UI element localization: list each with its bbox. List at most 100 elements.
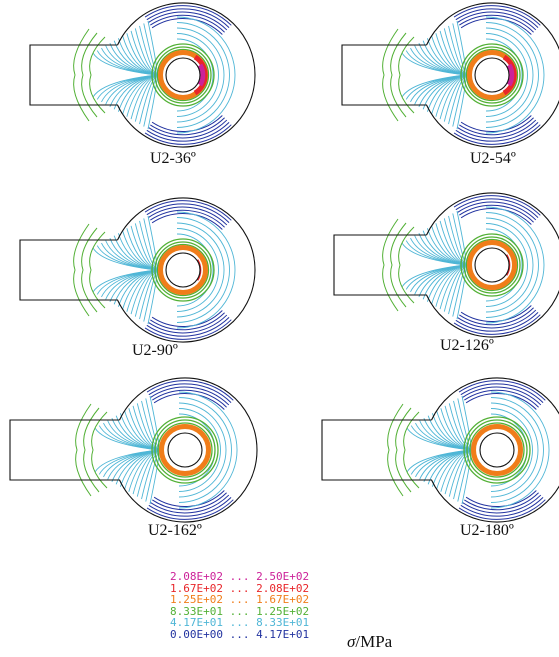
pin-hole <box>167 432 203 468</box>
contour-line-low <box>460 115 532 132</box>
contour-line-light <box>401 52 467 98</box>
contour-line-low <box>465 490 537 507</box>
contour-band-high <box>467 240 517 290</box>
legend-sep: ... <box>229 593 250 607</box>
contour-line-low <box>464 492 539 511</box>
legend-high: 1.25E+02 <box>256 604 310 618</box>
legend-low: 8.33E+01 <box>170 604 223 618</box>
contour-band-max <box>197 63 206 87</box>
contour-line-mid <box>465 48 519 102</box>
contour-line-mid <box>81 32 98 118</box>
contour-line-light <box>490 402 539 498</box>
contour-line-mid <box>469 422 525 478</box>
component-outline <box>341 2 559 148</box>
legend-high: 4.17E+01 <box>256 627 310 641</box>
contour-line-low <box>459 204 534 223</box>
legend-row: 4.17E+01 ... 8.33E+01 <box>170 617 309 629</box>
contour-line-low <box>146 380 234 401</box>
contour-line-mid <box>151 238 215 302</box>
contour-line-light <box>92 247 158 293</box>
contour-line-light <box>406 427 472 473</box>
contour-line-light <box>109 237 158 303</box>
legend-sep: ... <box>229 581 250 595</box>
contour-line-light <box>101 47 158 103</box>
contour-line-mid <box>398 36 415 114</box>
contour-line-low <box>453 5 541 26</box>
contour-line-light <box>103 422 160 478</box>
stress-contour-panel <box>29 2 256 148</box>
pin-hole <box>479 432 515 468</box>
contour-line-low <box>144 124 232 145</box>
contour-line-mid <box>465 238 519 292</box>
contour-line-light <box>415 422 472 478</box>
contour-line-low <box>146 499 234 520</box>
contour-line-low <box>455 198 539 218</box>
contour-line-low <box>152 389 227 408</box>
contour-line-mid <box>151 43 215 107</box>
contour-line-light <box>178 408 221 492</box>
legend-high: 2.50E+02 <box>256 570 310 583</box>
contour-line-light <box>431 413 472 487</box>
contour-line-light <box>176 222 225 318</box>
contour-line-light <box>401 242 467 288</box>
contour-line-low <box>146 317 230 337</box>
contour-line-low <box>146 122 230 142</box>
legend-sep: ... <box>229 627 250 641</box>
panel-caption: U2-162º <box>148 522 202 539</box>
contour-line-mid <box>81 227 98 313</box>
component-outline <box>321 377 559 523</box>
contour-line-light <box>426 38 467 112</box>
legend-low: 0.00E+00 <box>170 627 223 641</box>
contour-line-low <box>459 307 534 326</box>
legend-low: 1.25E+02 <box>170 593 223 607</box>
contour-line-low <box>453 195 541 216</box>
contour-line-mid <box>89 231 106 309</box>
contour-line-mid <box>151 416 219 484</box>
contour-line-mid <box>403 411 420 489</box>
contour-line-low <box>148 383 232 403</box>
contour-line-low <box>150 494 230 514</box>
panel-caption: U2-90º <box>132 342 178 359</box>
contour-line-low <box>148 119 228 139</box>
contour-line-light <box>485 38 523 112</box>
contour-line-mid <box>398 226 415 304</box>
contour-line-low <box>152 492 227 511</box>
legend-low: 4.17E+01 <box>170 616 223 630</box>
contour-line-low <box>455 122 539 142</box>
contour-line-low <box>457 309 537 329</box>
component-outline <box>333 192 559 338</box>
contour-line-mid <box>387 403 404 497</box>
contour-line-light <box>422 230 467 300</box>
contour-line-mid <box>466 419 528 481</box>
pin-hole <box>165 252 201 288</box>
panel-caption: U2-54º <box>470 150 516 167</box>
contour-line-low <box>457 119 537 139</box>
contour-line-light <box>485 27 534 123</box>
contour-line-light <box>176 27 225 123</box>
legend-row: 1.25E+02 ... 1.67E+02 <box>170 594 309 606</box>
legend-sep: ... <box>229 616 250 630</box>
contour-line-light <box>485 228 523 302</box>
stress-contour-panel <box>9 377 258 523</box>
contour-line-low <box>148 11 228 31</box>
legend-sep: ... <box>229 570 250 583</box>
stress-contour-panel <box>321 377 559 523</box>
legend-row: 1.67E+02 ... 2.08E+02 <box>170 581 309 595</box>
contour-line-low <box>458 499 546 520</box>
contour-line-mid <box>460 43 524 107</box>
contour-line-light <box>485 22 539 128</box>
contour-line-mid <box>157 422 213 478</box>
sigma-symbol: σ <box>347 632 356 651</box>
contour-line-light <box>418 42 467 108</box>
contour-line-light <box>419 420 472 480</box>
contour-line-low <box>144 319 232 340</box>
pin-hole <box>474 247 510 283</box>
contour-band-max <box>506 63 515 87</box>
contour-line-low <box>151 310 223 327</box>
contour-line-low <box>153 490 225 507</box>
contour-line-mid <box>154 419 216 481</box>
contour-line-low <box>151 213 223 230</box>
contour-line-light <box>101 242 158 298</box>
contour-line-low <box>148 314 228 334</box>
